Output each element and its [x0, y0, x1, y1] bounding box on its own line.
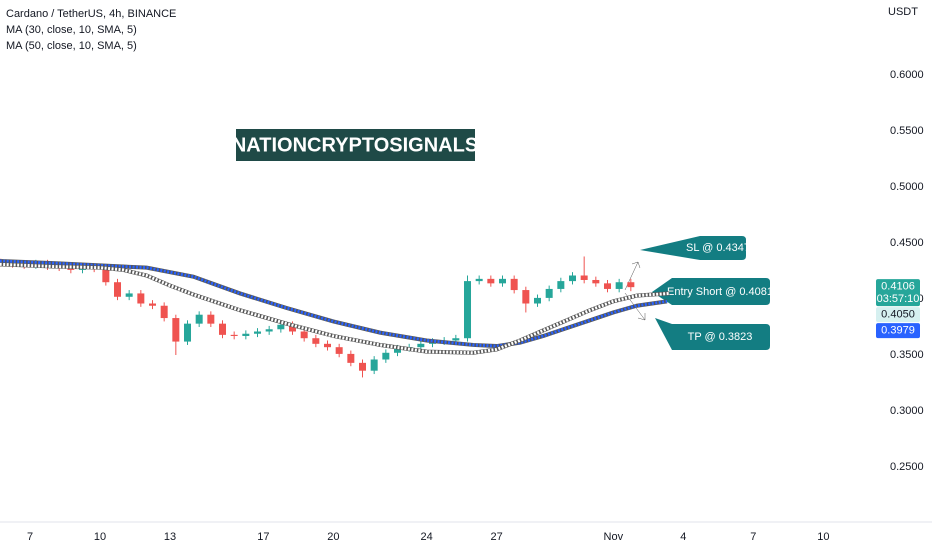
candle-body	[254, 331, 262, 334]
candle-body	[160, 305, 168, 319]
sl-box	[640, 236, 746, 260]
x-tick-label: 13	[164, 531, 176, 543]
candle-body	[370, 359, 378, 371]
candle-body	[569, 275, 577, 282]
candle-body	[335, 347, 343, 354]
candle-body	[265, 329, 273, 332]
price-label-box	[876, 323, 920, 339]
candle-body	[534, 297, 542, 304]
legend-ma-0: MA (50, close, 10, SMA, 5)	[6, 40, 137, 52]
callouts: SL @ 0.4347 Entry Short @ 0.4081 TP @ 0.…	[624, 236, 773, 350]
candle-body	[487, 278, 495, 284]
candle-body	[522, 290, 530, 304]
x-tick-label: 10	[94, 531, 106, 543]
candle-body	[184, 323, 192, 342]
price-label-box	[876, 279, 920, 307]
candle-body	[545, 288, 553, 298]
entry-label: Entry Short @ 0.4081	[667, 286, 773, 298]
candle-body	[580, 275, 588, 280]
watermark: NATIONCRYPTOSIGNALS	[232, 134, 478, 156]
price-label: 0.3979	[881, 325, 915, 337]
candle-body	[359, 362, 367, 371]
candle-body	[394, 348, 402, 353]
x-tick-label: 17	[257, 531, 269, 543]
candle-body	[347, 353, 355, 363]
x-tick-label: 24	[421, 531, 433, 543]
y-tick-label: 0.5000	[890, 181, 924, 193]
tp-box	[655, 318, 770, 350]
y-tick-label: 0.6000	[890, 69, 924, 81]
x-tick-label: 20	[327, 531, 339, 543]
tp-label: TP @ 0.3823	[688, 331, 753, 343]
candle-body	[615, 282, 623, 289]
y-tick-label: 0.2500	[890, 461, 924, 473]
countdown: 03:57:10	[877, 293, 920, 305]
currency: USDT	[888, 6, 918, 18]
x-tick-label: Nov	[604, 531, 624, 543]
candle-body	[557, 281, 565, 289]
price-label-box	[876, 307, 920, 323]
y-tick-label: 0.4500	[890, 237, 924, 249]
candle-body	[242, 333, 250, 336]
candle-body	[300, 331, 308, 339]
candle-body	[137, 293, 145, 304]
candle-body	[195, 314, 203, 324]
candle-body	[464, 281, 472, 339]
candle-body	[312, 338, 320, 344]
x-tick-label: 10	[817, 531, 829, 543]
candle-body	[452, 338, 460, 341]
moving-average	[0, 262, 670, 355]
legend-ma-1: MA (30, close, 10, SMA, 5)	[6, 24, 137, 36]
moving-average-dots	[0, 259, 668, 348]
x-tick-label: 4	[680, 531, 686, 543]
entry-box	[652, 278, 770, 305]
y-tick-label: 0.3500	[890, 349, 924, 361]
watermark-box	[234, 127, 477, 163]
candle-body	[114, 282, 122, 297]
candle-body	[289, 324, 297, 332]
x-tick-label: 7	[27, 531, 33, 543]
candle-body	[102, 268, 110, 283]
arrows-outline	[624, 261, 646, 321]
sl-label: SL @ 0.4347	[686, 242, 750, 254]
candle-body	[230, 334, 238, 336]
candle-body	[219, 323, 227, 335]
candle-body	[592, 279, 600, 284]
candle-body	[277, 324, 285, 330]
candle-body	[417, 343, 425, 348]
candle-body	[125, 293, 133, 297]
marks: 0.60000.55000.50000.45000.40000.35000.30…	[0, 69, 924, 543]
candle-body	[382, 352, 390, 360]
candle-body	[172, 318, 180, 342]
candle-body	[510, 278, 518, 291]
candle-body	[475, 278, 483, 282]
candle-body	[499, 278, 507, 284]
x-tick-label: 7	[750, 531, 756, 543]
y-tick-label: 0.3000	[890, 405, 924, 417]
price-label: 0.4106	[881, 281, 915, 293]
y-tick-label: 0.5500	[890, 125, 924, 137]
symbol-title: Cardano / TetherUS, 4h, BINANCE	[6, 8, 176, 20]
x-tick-label: 27	[491, 531, 503, 543]
candle-body	[149, 303, 157, 306]
candle-body	[207, 314, 215, 324]
candle-body	[604, 283, 612, 289]
candle-body	[627, 282, 635, 288]
price-label: 0.4050	[881, 309, 915, 321]
candle-body	[324, 343, 332, 348]
